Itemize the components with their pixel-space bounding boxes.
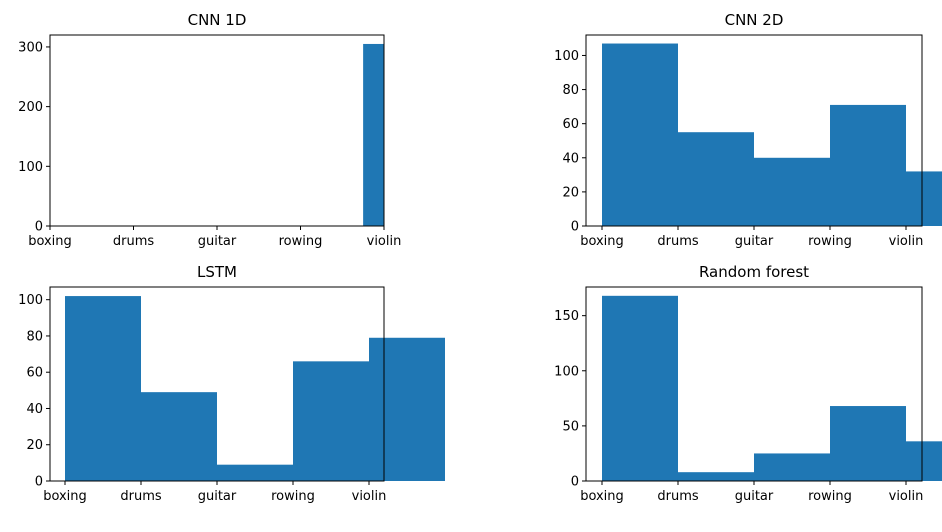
- x-tick-label: guitar: [735, 489, 774, 504]
- subplot-cnn-2d: CNN 2D 0 20 40 60 80 100 boxing drums guitar row…: [554, 11, 942, 249]
- x-tick-label: drums: [657, 234, 698, 249]
- y-tick-label: 40: [26, 402, 43, 417]
- histogram-bar: [754, 453, 830, 481]
- x-tick-label: boxing: [580, 489, 624, 504]
- y-tick-label: 60: [26, 366, 43, 381]
- y-tick-label: 80: [26, 329, 43, 344]
- x-tick-label: boxing: [580, 234, 624, 249]
- x-tick-label: violin: [367, 234, 402, 249]
- x-axis: boxing drums guitar rowing violin: [580, 481, 923, 504]
- histogram-bar: [65, 296, 141, 481]
- histogram-bar: [754, 157, 830, 226]
- y-tick-label: 150: [554, 309, 579, 324]
- y-axis: 0 50 100 150: [554, 309, 586, 490]
- x-tick-label: guitar: [198, 489, 237, 504]
- x-axis: boxing drums guitar rowing violin: [43, 481, 386, 504]
- y-tick-label: 200: [18, 100, 43, 115]
- y-tick-label: 300: [18, 40, 43, 55]
- y-tick-label: 100: [554, 364, 579, 379]
- x-tick-label: rowing: [808, 234, 852, 249]
- histogram-bar: [141, 392, 217, 481]
- subplot-random-forest: Random forest 0 50 100 150 boxing drums guita…: [554, 263, 942, 504]
- histogram-bars: [602, 295, 942, 481]
- histogram-bar: [830, 406, 906, 481]
- histogram-bar: [830, 104, 906, 226]
- histogram-bar: [906, 171, 942, 226]
- histogram-bar: [678, 472, 754, 481]
- y-tick-label: 0: [571, 475, 579, 490]
- y-tick-label: 0: [35, 475, 43, 490]
- y-axis: 0 20 40 60 80 100: [554, 49, 586, 235]
- x-tick-label: drums: [113, 234, 154, 249]
- y-axis: 0 100 200 300: [18, 40, 50, 235]
- histogram-bar: [293, 361, 369, 481]
- y-tick-label: 20: [26, 438, 43, 453]
- x-tick-label: violin: [889, 489, 924, 504]
- histogram-bar: [678, 132, 754, 226]
- y-tick-label: 0: [571, 220, 579, 235]
- x-axis: boxing drums guitar rowing violin: [580, 226, 923, 249]
- subplot-title: CNN 2D: [725, 11, 784, 29]
- x-tick-label: boxing: [43, 489, 87, 504]
- histogram-bars: [65, 296, 445, 481]
- y-tick-label: 50: [562, 419, 579, 434]
- subplot-cnn-1d: CNN 1D 0 100 200 300 boxing drums guitar rowin…: [18, 11, 401, 249]
- y-tick-label: 60: [562, 117, 579, 132]
- y-tick-label: 100: [554, 49, 579, 64]
- histogram-bar: [369, 337, 445, 481]
- histogram-bar: [602, 43, 678, 226]
- x-tick-label: drums: [657, 489, 698, 504]
- subplot-lstm: LSTM 0 20 40 60 80 100 boxing drums guitar rowin…: [18, 263, 445, 504]
- x-tick-label: guitar: [735, 234, 774, 249]
- x-axis: boxing drums guitar rowing violin: [28, 226, 401, 249]
- x-tick-label: boxing: [28, 234, 72, 249]
- subplot-title: CNN 1D: [188, 11, 247, 29]
- y-axis: 0 20 40 60 80 100: [18, 293, 50, 490]
- histogram-bar: [363, 43, 384, 226]
- subplot-title: Random forest: [699, 263, 809, 281]
- y-tick-label: 100: [18, 293, 43, 308]
- x-tick-label: rowing: [271, 489, 315, 504]
- x-tick-label: rowing: [808, 489, 852, 504]
- x-tick-label: violin: [352, 489, 387, 504]
- x-tick-label: violin: [889, 234, 924, 249]
- y-tick-label: 20: [562, 185, 579, 200]
- histogram-bar: [217, 464, 293, 481]
- x-tick-label: drums: [120, 489, 161, 504]
- y-tick-label: 100: [18, 160, 43, 175]
- histogram-bars: [363, 43, 384, 226]
- x-tick-label: guitar: [198, 234, 237, 249]
- subplot-title: LSTM: [197, 263, 237, 281]
- y-tick-label: 0: [35, 220, 43, 235]
- histogram-bars: [602, 43, 942, 226]
- x-tick-label: rowing: [279, 234, 323, 249]
- y-tick-label: 40: [562, 151, 579, 166]
- histogram-bar: [602, 295, 678, 481]
- histogram-bar: [906, 441, 942, 481]
- y-tick-label: 80: [562, 83, 579, 98]
